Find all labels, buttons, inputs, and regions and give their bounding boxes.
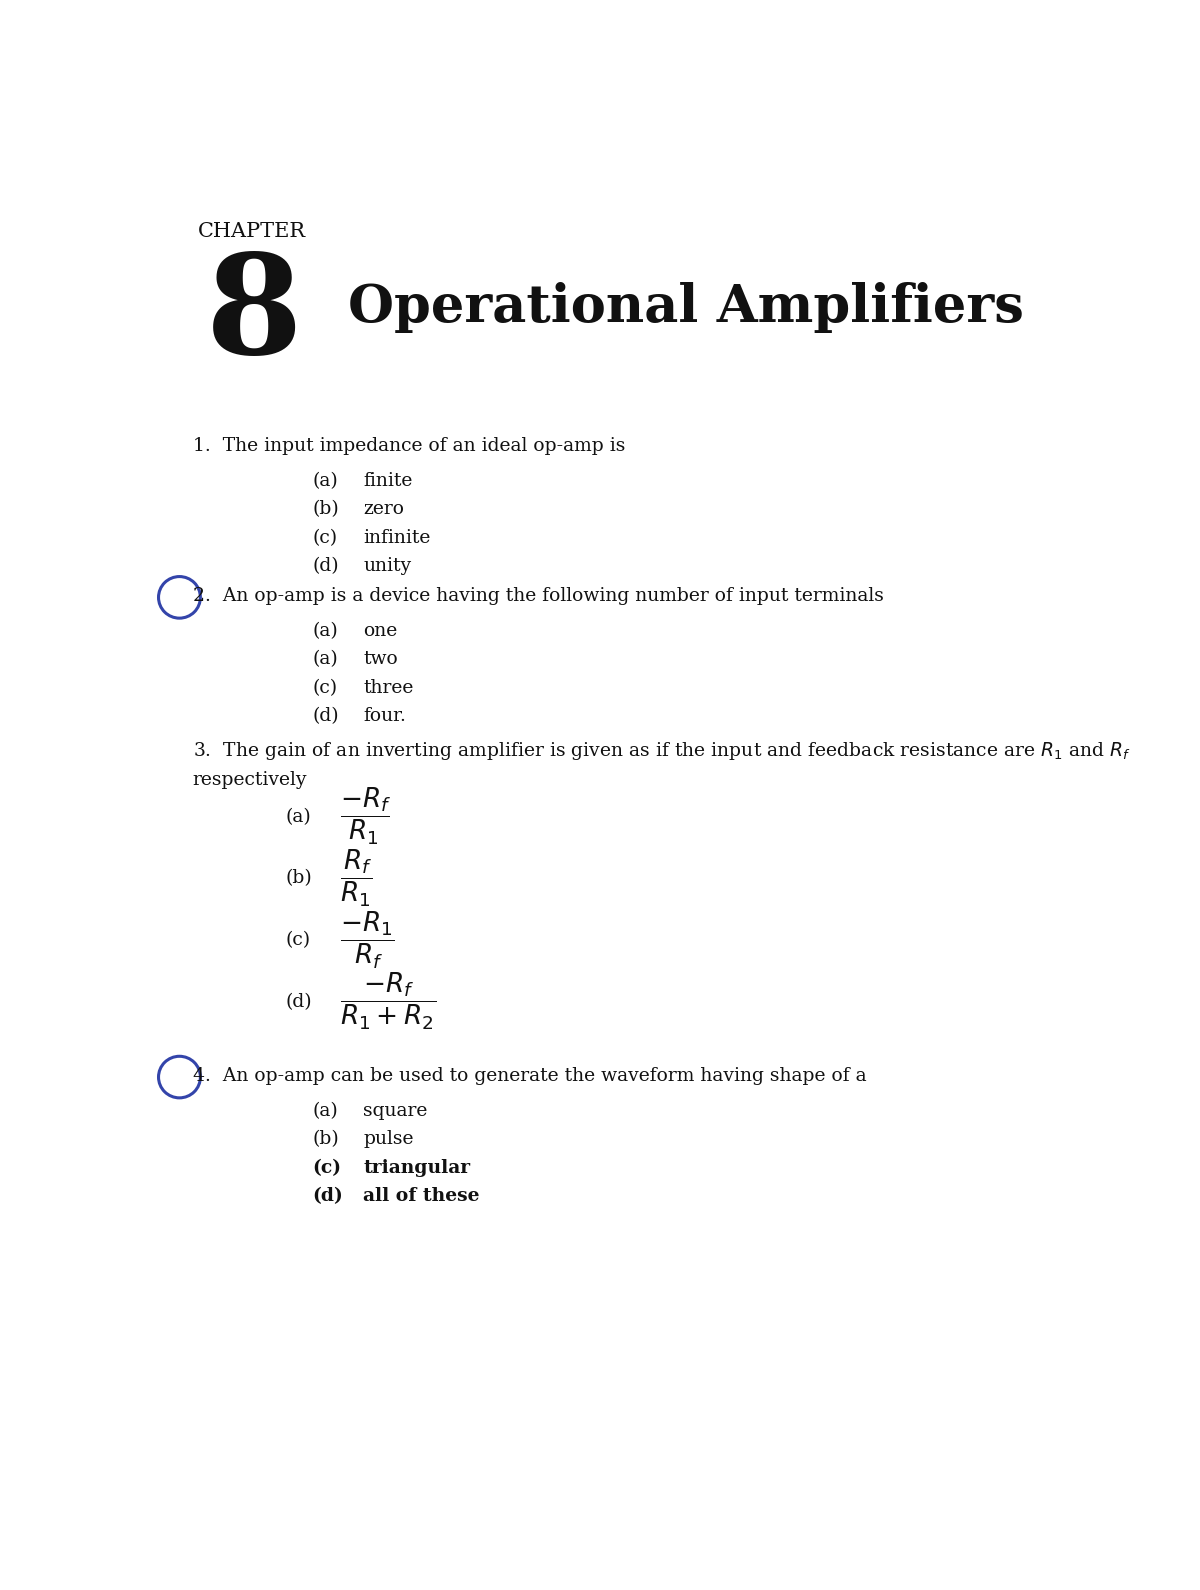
Text: four.: four.: [364, 708, 406, 725]
Text: (d): (d): [313, 558, 340, 576]
Text: $\dfrac{-R_1}{R_f}$: $\dfrac{-R_1}{R_f}$: [340, 909, 395, 970]
Text: CHAPTER: CHAPTER: [198, 221, 306, 240]
Text: (b): (b): [313, 1130, 340, 1148]
Text: 4.  An op-amp can be used to generate the waveform having shape of a: 4. An op-amp can be used to generate the…: [193, 1067, 866, 1084]
Text: (a): (a): [313, 1102, 338, 1119]
Text: unity: unity: [364, 558, 412, 576]
Text: square: square: [364, 1102, 427, 1119]
Text: $\dfrac{-R_f}{R_1}$: $\dfrac{-R_f}{R_1}$: [340, 785, 391, 847]
Text: 1.  The input impedance of an ideal op-amp is: 1. The input impedance of an ideal op-am…: [193, 437, 625, 455]
Text: one: one: [364, 622, 397, 641]
Text: triangular: triangular: [364, 1159, 470, 1177]
Text: (c): (c): [313, 529, 338, 547]
Text: pulse: pulse: [364, 1130, 414, 1148]
Text: (a): (a): [286, 808, 311, 825]
Text: (c): (c): [286, 932, 311, 949]
Text: zero: zero: [364, 501, 404, 518]
Text: (b): (b): [286, 870, 312, 887]
Text: infinite: infinite: [364, 529, 431, 547]
Text: (d): (d): [313, 1188, 343, 1205]
Text: all of these: all of these: [364, 1188, 480, 1205]
Text: (b): (b): [313, 501, 340, 518]
Text: Operational Amplifiers: Operational Amplifiers: [348, 281, 1024, 332]
Text: three: three: [364, 679, 414, 696]
Text: 8: 8: [206, 248, 302, 383]
Text: 3.  The gain of an inverting amplifier is given as if the input and feedback res: 3. The gain of an inverting amplifier is…: [193, 739, 1130, 762]
Text: respectively: respectively: [193, 771, 307, 789]
Text: two: two: [364, 650, 398, 668]
Text: (a): (a): [313, 622, 338, 641]
Text: (c): (c): [313, 1159, 342, 1177]
Text: (d): (d): [286, 992, 312, 1011]
Text: $\dfrac{-R_f}{R_1 + R_2}$: $\dfrac{-R_f}{R_1 + R_2}$: [340, 971, 436, 1032]
Text: 2.  An op-amp is a device having the following number of input terminals: 2. An op-amp is a device having the foll…: [193, 587, 883, 606]
Text: (c): (c): [313, 679, 338, 696]
Text: (d): (d): [313, 708, 340, 725]
Text: $\dfrac{R_f}{R_1}$: $\dfrac{R_f}{R_1}$: [340, 847, 373, 909]
Text: finite: finite: [364, 472, 413, 490]
Text: (a): (a): [313, 472, 338, 490]
Text: (a): (a): [313, 650, 338, 668]
